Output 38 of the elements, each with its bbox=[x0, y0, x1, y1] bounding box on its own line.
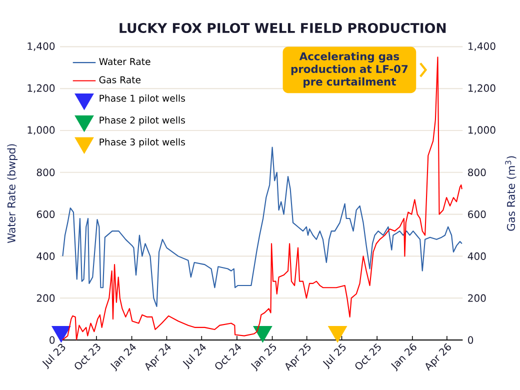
y2-tick-label: 0 bbox=[468, 336, 474, 344]
x-tick-label: Oct 24 bbox=[215, 344, 242, 370]
legend-label: Gas Rate bbox=[99, 76, 141, 84]
y-tick-label: 1,200 bbox=[28, 84, 55, 93]
x-tick-label: Jan 24 bbox=[110, 344, 136, 372]
y-tick-label: 0 bbox=[50, 336, 55, 344]
y2-tick-label: 200 bbox=[468, 294, 486, 302]
x-tick-label: Apr 25 bbox=[285, 343, 311, 371]
x-tick-label: Oct 25 bbox=[355, 343, 381, 370]
legend-label: Phase 1 pilot wells bbox=[100, 94, 185, 104]
legend-label: Phase 2 pilot wells bbox=[100, 116, 185, 126]
legend-label: Water Rate bbox=[99, 58, 150, 66]
y2-tick-label: 1,400 bbox=[468, 42, 496, 51]
line-series bbox=[62, 146, 462, 308]
y-tick-label: 200 bbox=[36, 294, 55, 302]
legend-label: Phase 3 pilot wells bbox=[100, 138, 185, 148]
x-tick-label: Apr 24 bbox=[145, 344, 171, 371]
chart-title: LUCKY FOX PILOT WELL FIELD PRODUCTION bbox=[120, 22, 446, 34]
x-tick-label: Jul 25 bbox=[322, 343, 346, 370]
x-tick-label: Jul 23 bbox=[42, 344, 66, 370]
y-axis-title: Water Rate (bwpd) bbox=[7, 144, 18, 244]
x-tick-label: Jan 26 bbox=[391, 343, 416, 372]
y2-tick-label: 1,200 bbox=[468, 84, 496, 93]
x-tick-label: Apr 26 bbox=[426, 343, 451, 371]
y2-tick-label: 600 bbox=[468, 210, 486, 218]
x-tick-label: Oct 23 bbox=[74, 344, 100, 370]
y-tick-label: 1,000 bbox=[28, 126, 55, 135]
y-tick-label: 1,400 bbox=[28, 42, 55, 51]
y2-tick-label: 400 bbox=[468, 252, 486, 260]
x-tick-label: Jul 24 bbox=[182, 344, 206, 370]
y-tick-label: 600 bbox=[36, 210, 55, 218]
y2-axis-title: Gas Rate (m$^{3}$) bbox=[505, 156, 516, 231]
x-tick-label: Jan 25 bbox=[250, 343, 276, 372]
y-tick-label: 400 bbox=[36, 252, 55, 260]
y2-tick-label: 800 bbox=[468, 168, 486, 176]
y-tick-label: 800 bbox=[36, 168, 55, 176]
y2-tick-label: 1,000 bbox=[468, 126, 496, 135]
annotation: Accelerating gas production at LF-07 pre curtailment bbox=[291, 52, 408, 88]
